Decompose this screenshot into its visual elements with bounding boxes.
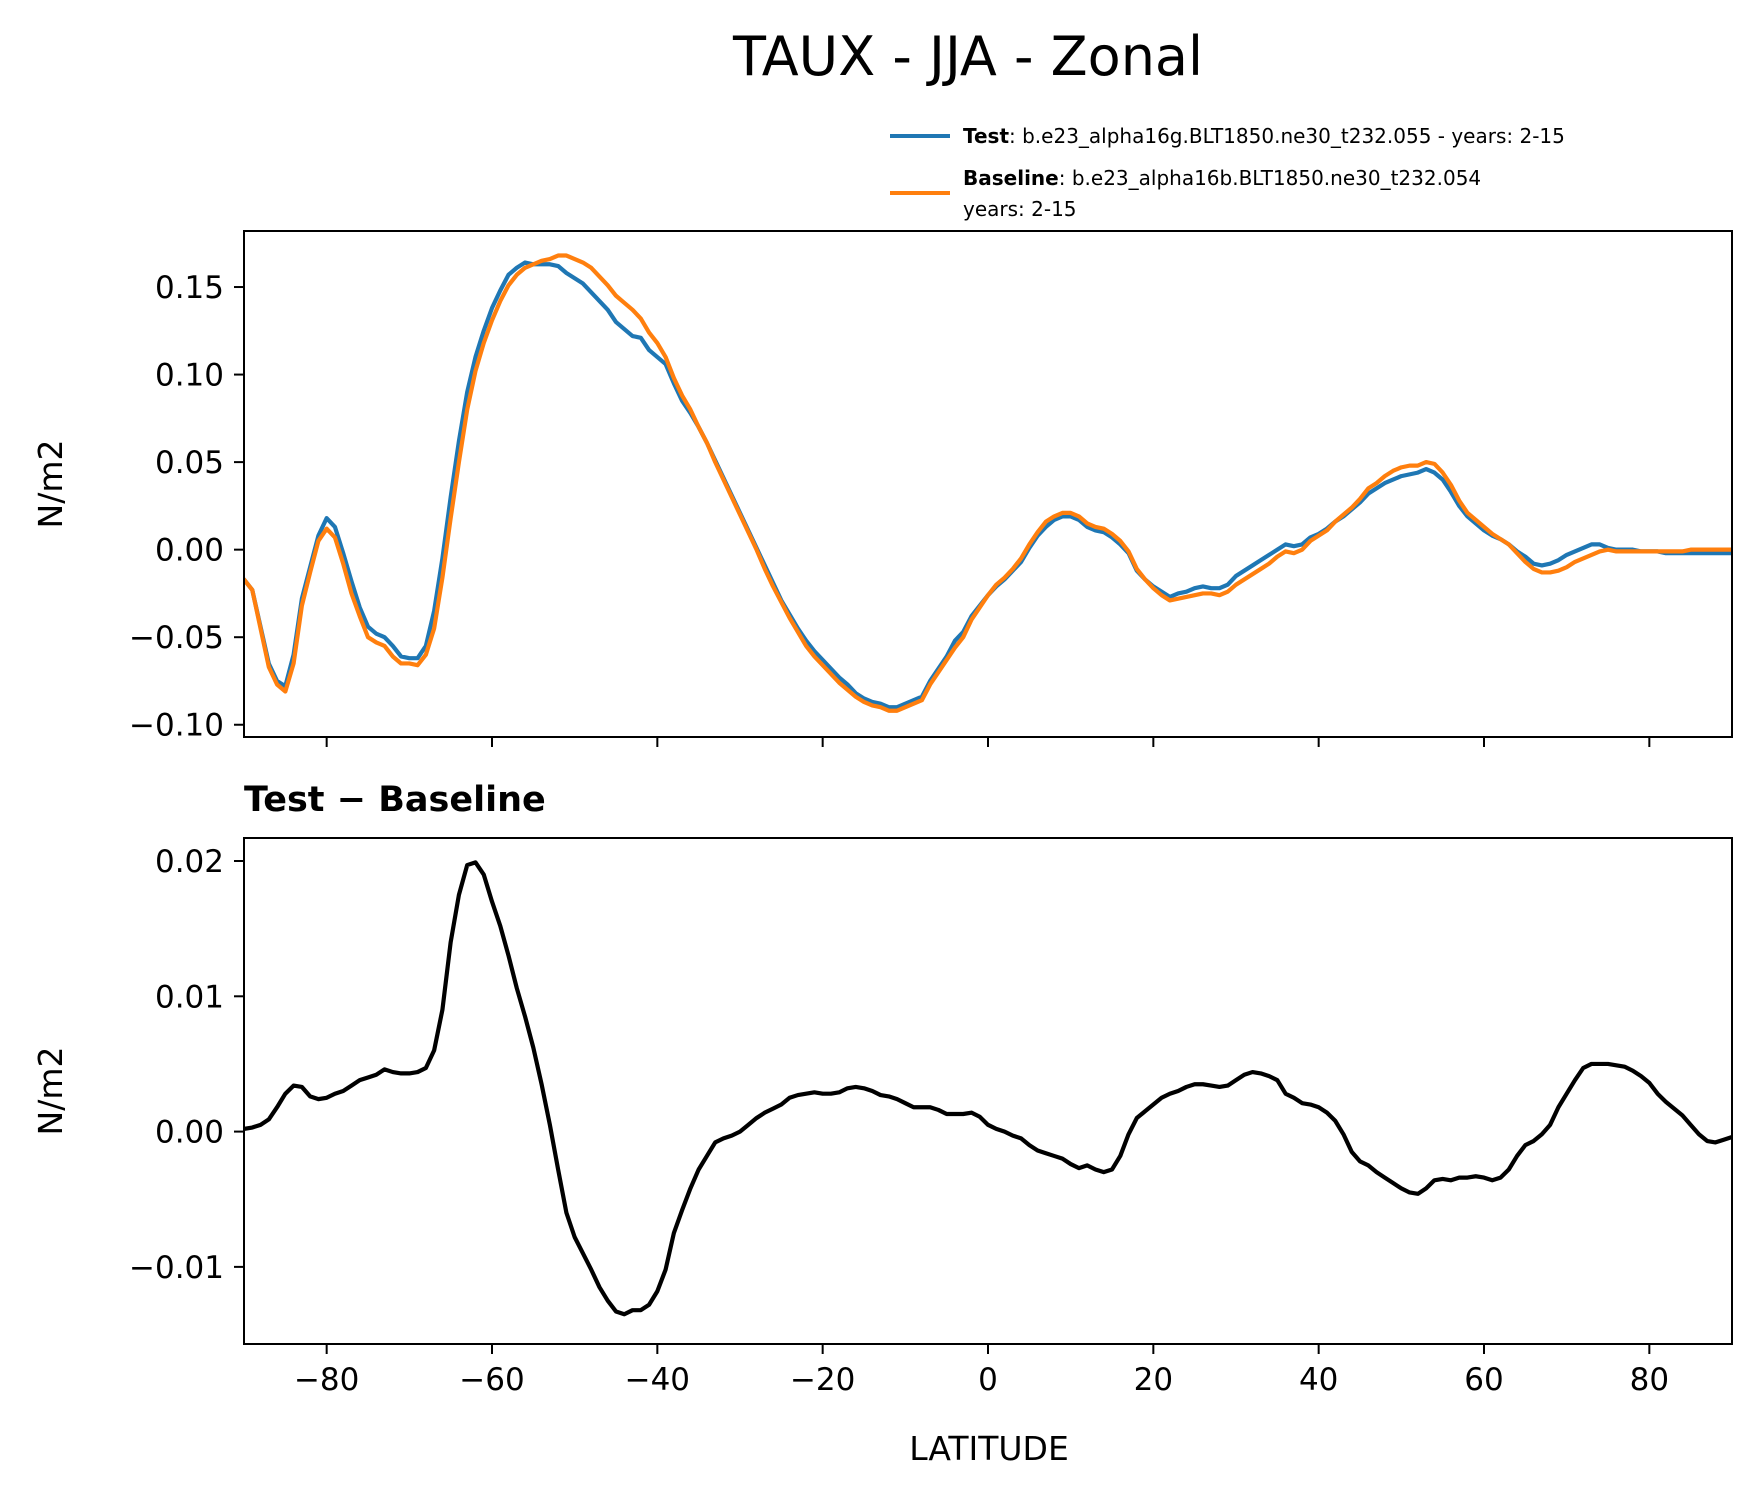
series-line-difference: [244, 860, 1732, 1317]
x-tick-label: 40: [1299, 1362, 1338, 1398]
y-tick-label: 0.00: [155, 533, 224, 569]
x-tick-label: 60: [1464, 1362, 1503, 1398]
plot-frame: [243, 837, 1733, 1345]
chart-title: TAUX - JJA - Zonal: [732, 25, 1203, 88]
x-tick-label: 80: [1630, 1362, 1669, 1398]
plot-frame: [243, 230, 1733, 738]
y-tick-label: 0.01: [155, 979, 224, 1015]
legend-entry-test: Test: b.e23_alpha16g.BLT1850.ne30_t232.0…: [963, 124, 1565, 148]
legend-detail-baseline-line2: years: 2-15: [963, 197, 1077, 221]
y-tick-label: −0.05: [129, 620, 224, 656]
y-axis-label: N/m2: [31, 440, 70, 529]
legend-name-test: Test: [963, 124, 1009, 148]
x-tick-label: 20: [1134, 1362, 1173, 1398]
y-tick-label: 0.02: [155, 844, 224, 880]
top-panel: −0.10 −0.05 0.00 0.05 0.10 0.15 N/m2: [31, 230, 1733, 747]
difference-panel: −80 −60 −40 −20 0 20 40 60 80 −0.01 0.00 0.01 0.02 N/…: [31, 837, 1733, 1398]
series-line-test: [244, 260, 1732, 710]
legend-name-baseline: Baseline: [963, 166, 1059, 190]
x-tick-label: −20: [790, 1362, 855, 1398]
y-axis-label: N/m2: [31, 1047, 70, 1136]
legend: Test: b.e23_alpha16g.BLT1850.ne30_t232.0…: [890, 124, 1565, 221]
y-tick-label: −0.01: [129, 1250, 224, 1286]
x-tick-label: −60: [459, 1362, 524, 1398]
legend-detail-baseline: : b.e23_alpha16b.BLT1850.ne30_t232.054: [1059, 166, 1481, 190]
x-axis-label: LATITUDE: [909, 1429, 1069, 1468]
legend-entry-baseline: Baseline: b.e23_alpha16b.BLT1850.ne30_t2…: [963, 166, 1481, 190]
x-tick-label: −40: [625, 1362, 690, 1398]
series-line-baseline: [244, 253, 1732, 713]
legend-detail-test: : b.e23_alpha16g.BLT1850.ne30_t232.055 -…: [1009, 124, 1565, 148]
difference-title: Test − Baseline: [244, 780, 546, 820]
y-tick-label: 0.10: [155, 358, 224, 394]
y-tick-label: 0.05: [155, 445, 224, 481]
y-tick-label: −0.10: [129, 708, 224, 744]
y-tick-label: 0.15: [155, 270, 224, 306]
x-tick-label: −80: [294, 1362, 359, 1398]
x-tick-label: 0: [978, 1362, 998, 1398]
y-tick-label: 0.00: [155, 1115, 224, 1151]
